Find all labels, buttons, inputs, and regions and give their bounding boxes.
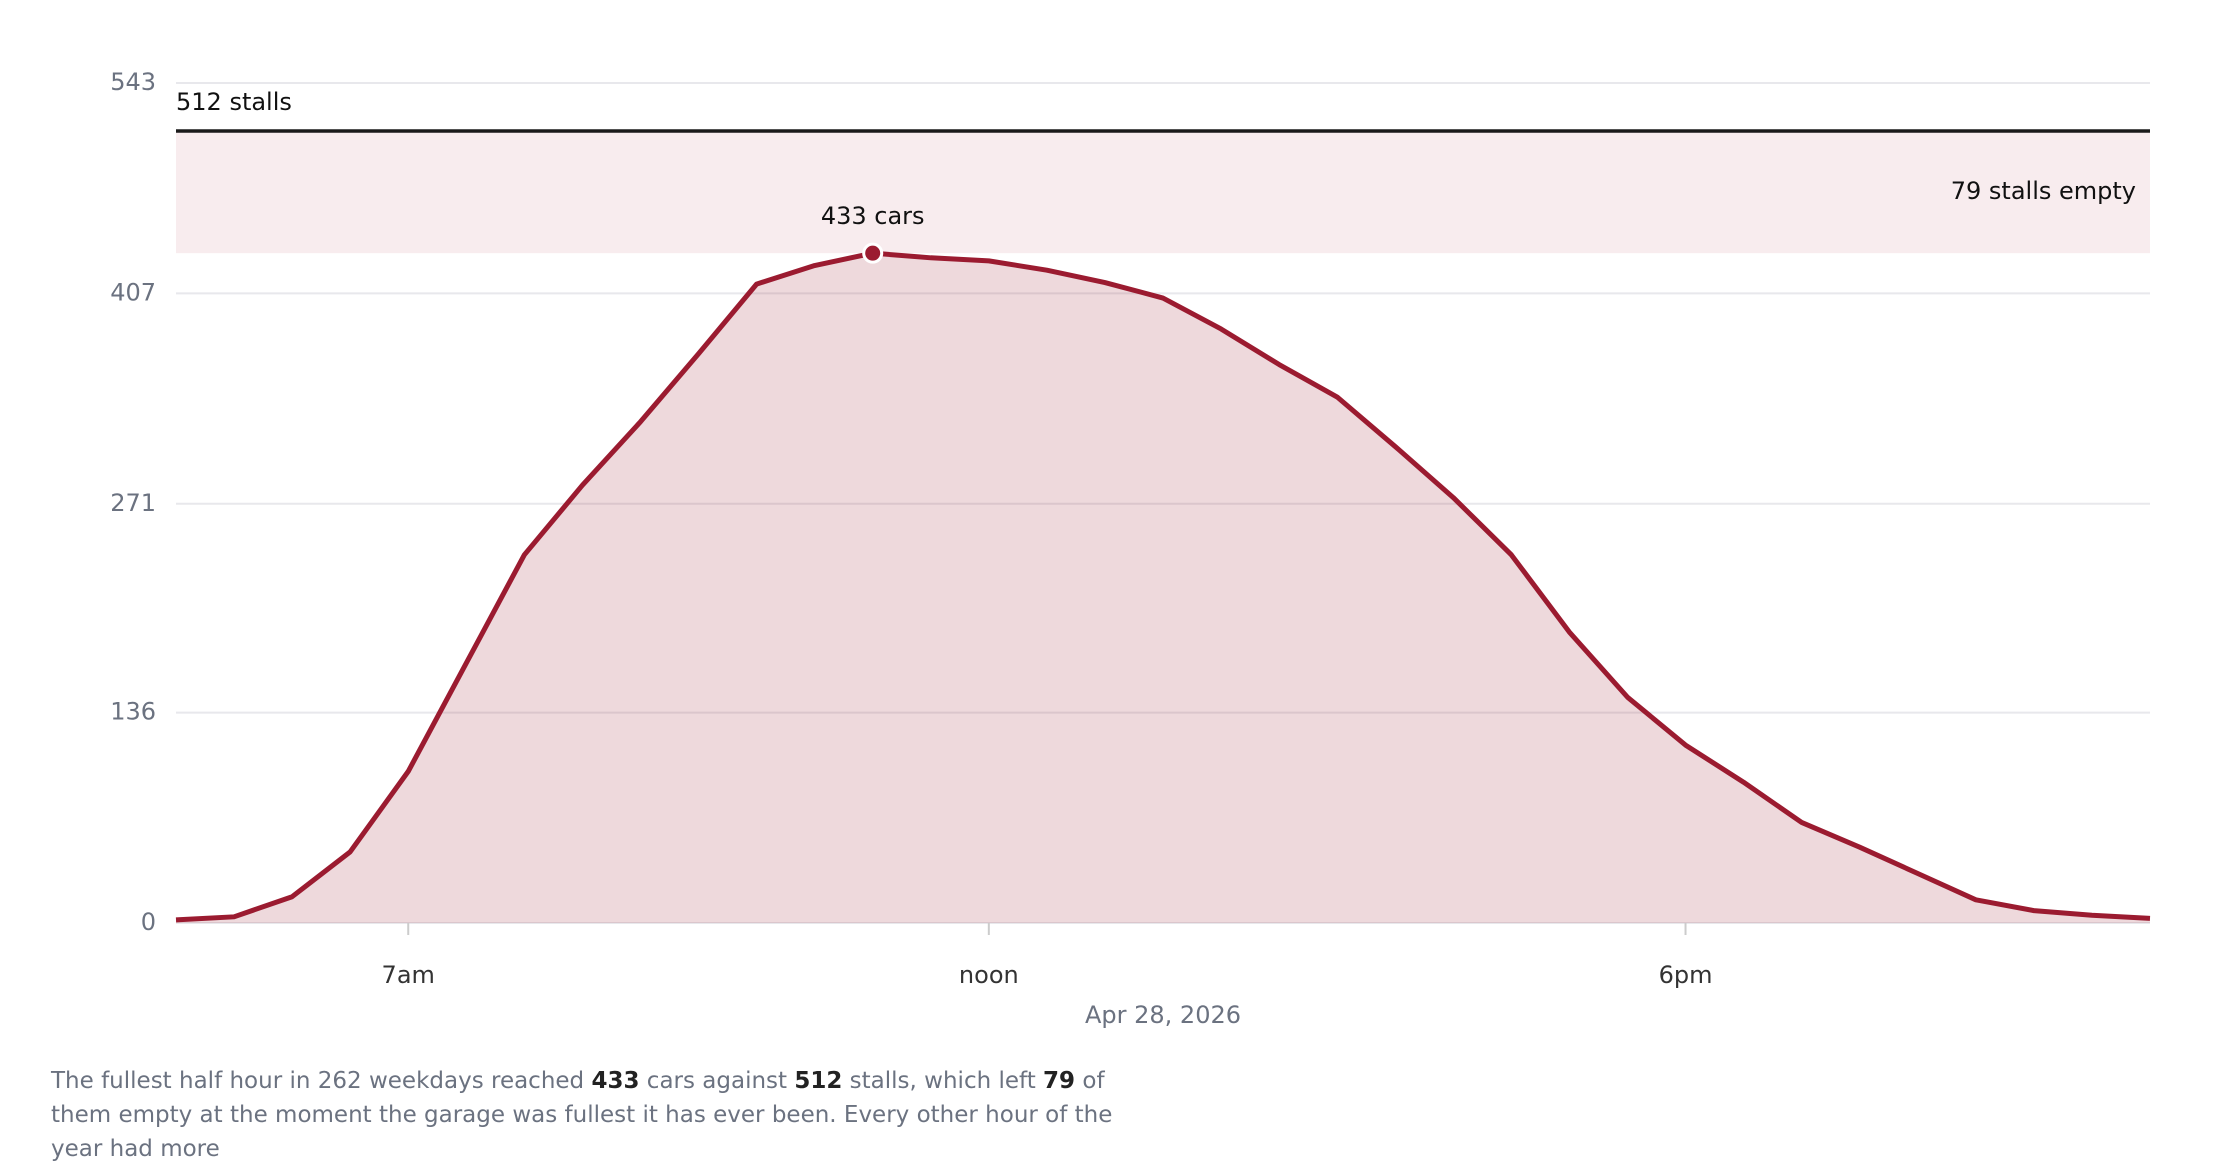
peak-label: 433 cars <box>821 202 925 230</box>
y-tick-label: 0 <box>141 908 156 936</box>
peak-dot <box>862 242 884 264</box>
chart: 0 136 271 407 543 512 stalls 79 stalls empty 43… <box>110 68 2151 1029</box>
caption-number: 512 <box>794 1068 843 1094</box>
area <box>176 253 2150 923</box>
y-tick-label: 271 <box>110 489 156 517</box>
caption-number: 433 <box>591 1068 640 1094</box>
y-tick-label: 407 <box>110 278 156 306</box>
page: 0 136 271 407 543 512 stalls 79 stalls empty 43… <box>51 68 2151 1162</box>
caption-text: The fullest half hour in 262 weekdays re… <box>51 1068 592 1094</box>
caption-text: cars against <box>639 1068 795 1094</box>
capacity-label: 512 stalls <box>176 88 292 116</box>
empty-label: 79 stalls empty <box>1951 177 2136 205</box>
line <box>175 250 2151 923</box>
y-tick-label: 543 <box>110 68 156 96</box>
x-tick-label: 6pm <box>1659 961 1713 989</box>
caption: The fullest half hour in 262 weekdays re… <box>51 1064 1151 1166</box>
caption-number: 79 <box>1043 1068 1076 1094</box>
x-tick-label: noon <box>959 961 1019 989</box>
y-tick-label: 136 <box>110 698 156 726</box>
empty-band <box>176 130 2150 254</box>
x-axis-label: Apr 28, 2026 <box>1085 1001 1241 1029</box>
caption-text: stalls, which left <box>842 1068 1044 1094</box>
x-tick-label: 7am <box>382 961 435 989</box>
